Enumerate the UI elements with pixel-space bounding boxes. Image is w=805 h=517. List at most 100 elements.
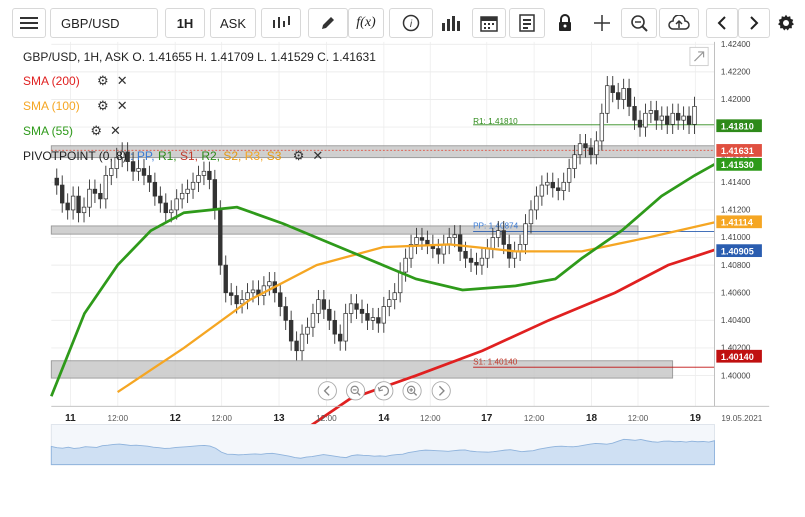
scroll-left-icon[interactable] — [317, 381, 337, 401]
notes-button[interactable] — [509, 8, 545, 38]
close-icon[interactable]: ✕ — [110, 123, 121, 138]
candle-body — [343, 313, 348, 342]
candle-body — [594, 140, 599, 156]
notes-icon — [519, 14, 535, 32]
pivot-item: R3, — [241, 149, 264, 163]
price-tick-label: 1.40400 — [721, 316, 751, 325]
scroll-right-icon[interactable] — [431, 381, 451, 401]
sma-200-legend[interactable]: SMA (200) ⚙ ✕ — [23, 73, 128, 89]
sma-100-label: SMA (100) — [23, 99, 80, 113]
candle-body — [610, 85, 615, 93]
candle-body — [81, 206, 87, 214]
close-icon[interactable]: ✕ — [312, 148, 324, 163]
pivot-legend[interactable]: PIVOTPOINT (0, 8) : PP, R1, S1, R2, S2, … — [23, 148, 324, 164]
sma-55-line — [50, 163, 716, 397]
candle-body — [566, 168, 572, 183]
candle-body — [267, 281, 272, 287]
candle-body — [76, 195, 81, 214]
candle-body — [223, 264, 228, 294]
sma-55-legend[interactable]: SMA (55) ⚙ ✕ — [23, 123, 121, 139]
price-badge-label: 1.41530 — [721, 160, 754, 170]
candle-body — [278, 292, 283, 307]
candle-body — [305, 326, 310, 335]
candle-body — [496, 230, 501, 238]
volume-button[interactable] — [433, 8, 469, 38]
candle-body — [207, 170, 212, 180]
zoom-out-icon[interactable] — [346, 381, 366, 401]
sma-100-legend[interactable]: SMA (100) ⚙ ✕ — [23, 98, 128, 114]
candle-body — [501, 230, 506, 245]
price-side-button[interactable]: ASK — [210, 8, 256, 38]
cloud-upload-button[interactable] — [659, 8, 699, 38]
pivot-item: R2, — [198, 149, 221, 163]
zoom-icon — [631, 15, 648, 32]
candle-body — [201, 170, 207, 176]
scroll-back-button[interactable] — [706, 8, 738, 38]
time-tick-label: 12:00 — [628, 414, 649, 423]
time-tick-label: 11 — [65, 413, 76, 424]
settings-button[interactable] — [771, 8, 801, 38]
candle-body — [659, 115, 664, 121]
candle-body — [681, 115, 686, 121]
calendar-icon — [480, 16, 498, 32]
candle-body — [332, 319, 337, 335]
candle-body — [387, 299, 392, 307]
candle-body — [185, 188, 190, 194]
lock-button[interactable] — [548, 8, 582, 38]
gear-icon[interactable]: ⚙ — [292, 148, 305, 163]
close-icon[interactable]: ✕ — [116, 98, 128, 113]
zoom-button[interactable] — [621, 8, 657, 38]
candle-body — [239, 299, 245, 305]
candle-body — [654, 110, 659, 121]
candle-body — [179, 192, 185, 200]
reset-zoom-icon[interactable] — [374, 381, 394, 401]
close-icon[interactable]: ✕ — [116, 73, 128, 88]
crosshair-icon — [594, 15, 610, 31]
price-tick-label: 1.41400 — [721, 178, 751, 187]
price-tick-label: 1.40000 — [721, 371, 751, 380]
price-badges: 1.41810 1.41631 1.41530 1.41114 1.40905 1.401… — [716, 119, 762, 363]
scroll-forward-button[interactable] — [738, 8, 770, 38]
candle-body — [550, 181, 555, 189]
pp-level-label: PP: 1.40874 — [473, 222, 519, 231]
info-button[interactable]: i — [389, 8, 433, 38]
pivot-items: : PP, R1, S1, R2, S2, R3, S3 — [130, 149, 281, 163]
price-tick-label: 1.41000 — [721, 233, 751, 242]
symbol-selector[interactable]: GBP/USD — [50, 8, 158, 38]
zoom-in-icon[interactable] — [402, 381, 422, 401]
time-tick-label: 19 — [690, 413, 702, 424]
candle-body — [632, 106, 637, 121]
crosshair-button[interactable] — [585, 8, 619, 38]
gear-icon[interactable]: ⚙ — [97, 73, 109, 88]
hamburger-menu-icon[interactable] — [12, 8, 46, 38]
navigator-area — [50, 438, 715, 466]
time-tick-label: 12:00 — [316, 414, 337, 423]
function-button[interactable]: f(x) — [348, 8, 384, 38]
candle-body — [545, 181, 550, 186]
candle-body — [152, 181, 158, 197]
bar-type-button[interactable] — [261, 8, 301, 38]
gear-icon[interactable]: ⚙ — [90, 123, 103, 138]
candle-body — [245, 292, 250, 301]
candle-body — [250, 289, 256, 294]
candle-body — [605, 85, 610, 114]
drawing-button[interactable] — [308, 8, 348, 38]
price-tick-label: 1.42200 — [721, 68, 751, 77]
info-icon: i — [402, 14, 420, 32]
timeframe-button[interactable]: 1H — [165, 8, 205, 38]
s1-level-label: S1: 1.40140 — [473, 357, 518, 366]
time-tick-label: 17 — [481, 413, 493, 424]
pp-level-band — [50, 225, 639, 235]
candle-body — [103, 175, 109, 200]
s1-level-band — [50, 360, 674, 379]
candle-body — [534, 195, 539, 211]
ohlc-header: GBP/USD, 1H, ASK O. 1.41655 H. 1.41709 L… — [23, 50, 376, 64]
candle-body — [616, 92, 621, 100]
gear-icon[interactable]: ⚙ — [97, 98, 109, 113]
price-chart[interactable]: R1: 1.41810 PP: 1.40874 S1: 1.40140 1.42… — [0, 0, 805, 471]
candle-body — [70, 195, 76, 211]
candle-body — [158, 195, 163, 204]
calendar-button[interactable] — [472, 8, 506, 38]
sma-55-label: SMA (55) — [23, 124, 74, 138]
candle-body — [212, 179, 218, 211]
